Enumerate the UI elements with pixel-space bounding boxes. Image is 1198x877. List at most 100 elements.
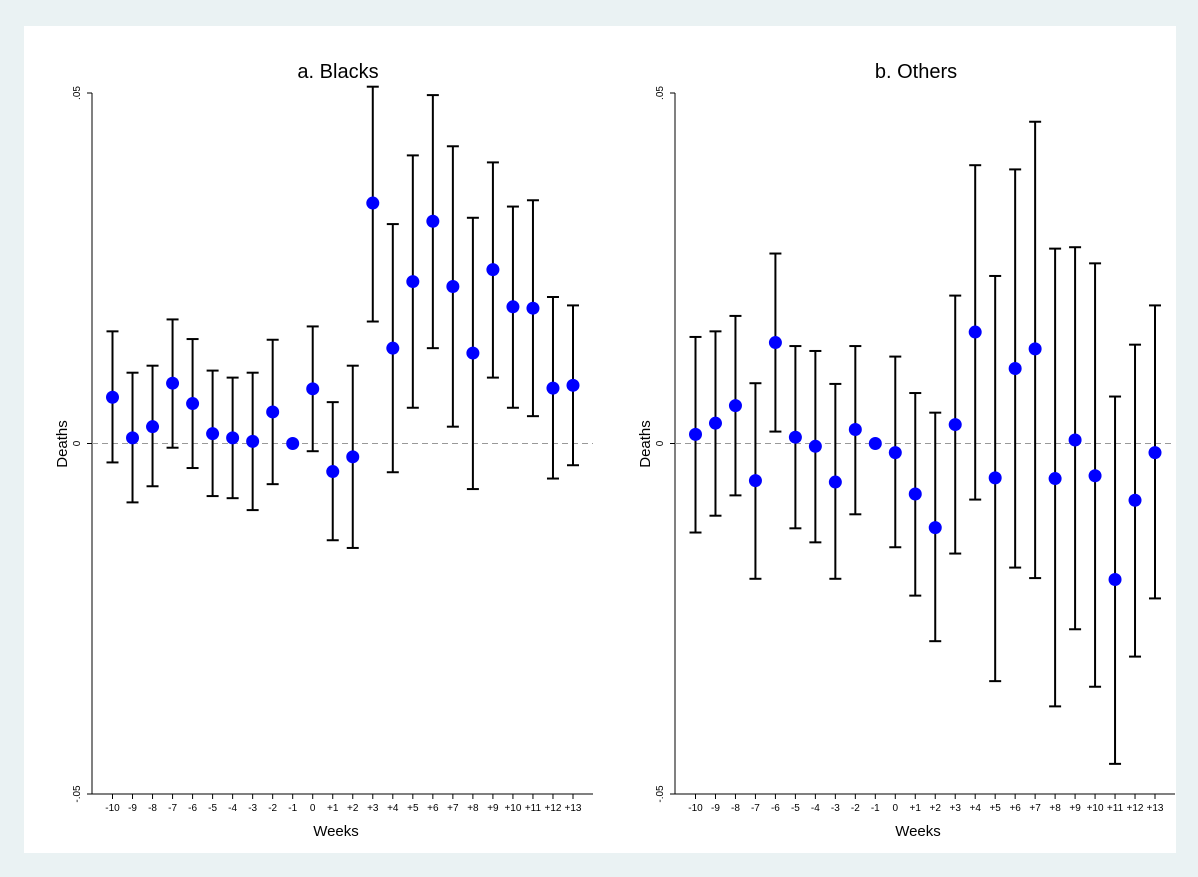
panel-a-x-tick-label: +8 (467, 803, 479, 814)
panel-b-y-tick-label: 0 (655, 440, 666, 446)
panel-b-x-tick-label: -1 (871, 803, 880, 814)
panel-a-x-tick-label: 0 (310, 803, 316, 814)
panel-b-point (828, 475, 842, 489)
panel-a-point (486, 263, 500, 277)
figure-frame (24, 26, 1176, 853)
panel-a-y-tick-label: 0 (72, 440, 83, 446)
panel-b-x-tick-label: +7 (1029, 803, 1041, 814)
panel-b-x-tick-label: -10 (688, 803, 703, 814)
panel-a-y-tick-label: -.05 (72, 785, 83, 803)
panel-b-point (1088, 469, 1102, 483)
panel-b-point (748, 474, 762, 488)
panel-a-x-tick-label: -10 (105, 803, 120, 814)
panel-a-x-tick-label: +7 (447, 803, 459, 814)
panel-b-point (1148, 446, 1162, 460)
panel-a-point (326, 465, 340, 479)
panel-b-point (1128, 493, 1142, 507)
panel-b-x-tick-label: -8 (731, 803, 740, 814)
panel-a-point (506, 300, 520, 314)
panel-a-point (466, 346, 480, 360)
panel-a-point (146, 420, 160, 434)
panel-a-x-tick-label: -7 (168, 803, 177, 814)
panel-b-point (888, 446, 902, 460)
panel-a-point (246, 434, 260, 448)
panel-b-x-tick-label: +11 (1107, 803, 1124, 814)
panel-a-y-tick-label: .05 (72, 86, 83, 100)
panel-b-x-tick-label: +13 (1147, 803, 1164, 814)
panel-b-x-tick-label: -4 (811, 803, 820, 814)
panel-a-point (446, 279, 460, 293)
panel-b-x-tick-label: -7 (751, 803, 760, 814)
panel-b-point (1028, 342, 1042, 356)
panel-a-point (526, 301, 540, 315)
panel-a-x-tick-label: +9 (487, 803, 499, 814)
panel-b-x-tick-label: -6 (771, 803, 780, 814)
panel-b-x-tick-label: +12 (1127, 803, 1144, 814)
panel-b-x-tick-label: +4 (969, 803, 981, 814)
panel-a-x-tick-label: +4 (387, 803, 399, 814)
panel-b-point (1008, 361, 1022, 375)
panel-a-x-tick-label: +6 (427, 803, 439, 814)
panel-a-x-tick-label: +12 (544, 803, 561, 814)
panel-b-x-tick-label: +1 (910, 803, 922, 814)
panel-a-x-tick-label: +11 (525, 803, 542, 814)
panel-b-y-axis-label: Deaths (637, 420, 654, 468)
panel-b-point (1068, 433, 1082, 447)
panel-b-point (808, 439, 822, 453)
panel-a-x-tick-label: +1 (327, 803, 339, 814)
panel-b-point (728, 399, 742, 413)
panel-b-x-tick-label: +8 (1049, 803, 1061, 814)
panel-b-point (1048, 472, 1062, 486)
panel-a-point (106, 390, 119, 404)
panel-a-x-tick-label: -3 (248, 803, 257, 814)
panel-a-point (266, 405, 280, 419)
panel-a-x-tick-label: +5 (407, 803, 419, 814)
panel-b-point (788, 430, 802, 444)
panel-a-x-tick-label: -6 (188, 803, 197, 814)
panel-b-y-tick-label: -.05 (655, 785, 666, 803)
panel-a-y-axis-label: Deaths (54, 420, 71, 468)
panel-a-x-tick-label: +3 (367, 803, 379, 814)
panel-b-point (968, 325, 982, 339)
panel-a-plot: .050-.05-10 -9 -8 -7 -6 -5 -4 -3 -2 -1 0 +1 +2 +3 +4 +5… (72, 86, 593, 814)
panel-b-point (868, 437, 882, 450)
panel-b-point (988, 471, 1002, 485)
panel-b-point (708, 416, 722, 430)
panel-b-x-tick-label: +9 (1069, 803, 1081, 814)
panel-a-point (286, 437, 300, 450)
panel-b-point (768, 336, 782, 350)
panel-a-x-tick-label: -5 (208, 803, 217, 814)
panel-a-point (206, 427, 220, 441)
panel-b-title: b. Others (875, 61, 957, 83)
panel-a-x-tick-label: +2 (347, 803, 359, 814)
panel-a-x-tick-label: -9 (128, 803, 137, 814)
panel-b-x-tick-label: +10 (1087, 803, 1104, 814)
panel-a-x-tick-label: -4 (228, 803, 237, 814)
panel-a-point (186, 397, 200, 411)
panel-b-point (689, 427, 702, 441)
panel-a-title: a. Blacks (297, 61, 378, 83)
panel-a-point (366, 196, 380, 210)
panel-b-x-tick-label: -3 (831, 803, 840, 814)
panel-b-x-tick-label: -9 (711, 803, 720, 814)
panel-a-x-tick-label: +10 (504, 803, 521, 814)
panel-a: a. Blacks Deaths Weeks .050-.05-10 -9 -8 -7… (54, 61, 593, 840)
panel-a-point (566, 378, 580, 392)
panel-b: b. Others Deaths Weeks .050-.05-10 -9 -8 -7… (637, 61, 1175, 840)
panel-a-point (406, 275, 420, 289)
panel-b-point (908, 487, 922, 501)
panel-b-point (928, 521, 942, 535)
panel-a-point (546, 381, 560, 395)
panel-b-point (1108, 572, 1122, 586)
panel-b-x-tick-label: +3 (950, 803, 962, 814)
panel-a-x-tick-label: -2 (268, 803, 277, 814)
panel-b-point (948, 418, 962, 432)
panel-b-x-tick-label: +5 (989, 803, 1001, 814)
panel-b-point (848, 422, 862, 436)
panel-b-x-tick-label: +6 (1009, 803, 1021, 814)
panel-a-point (126, 431, 140, 445)
panel-a-point (346, 450, 360, 464)
panel-a-point (306, 382, 320, 396)
panel-a-point (226, 431, 240, 445)
